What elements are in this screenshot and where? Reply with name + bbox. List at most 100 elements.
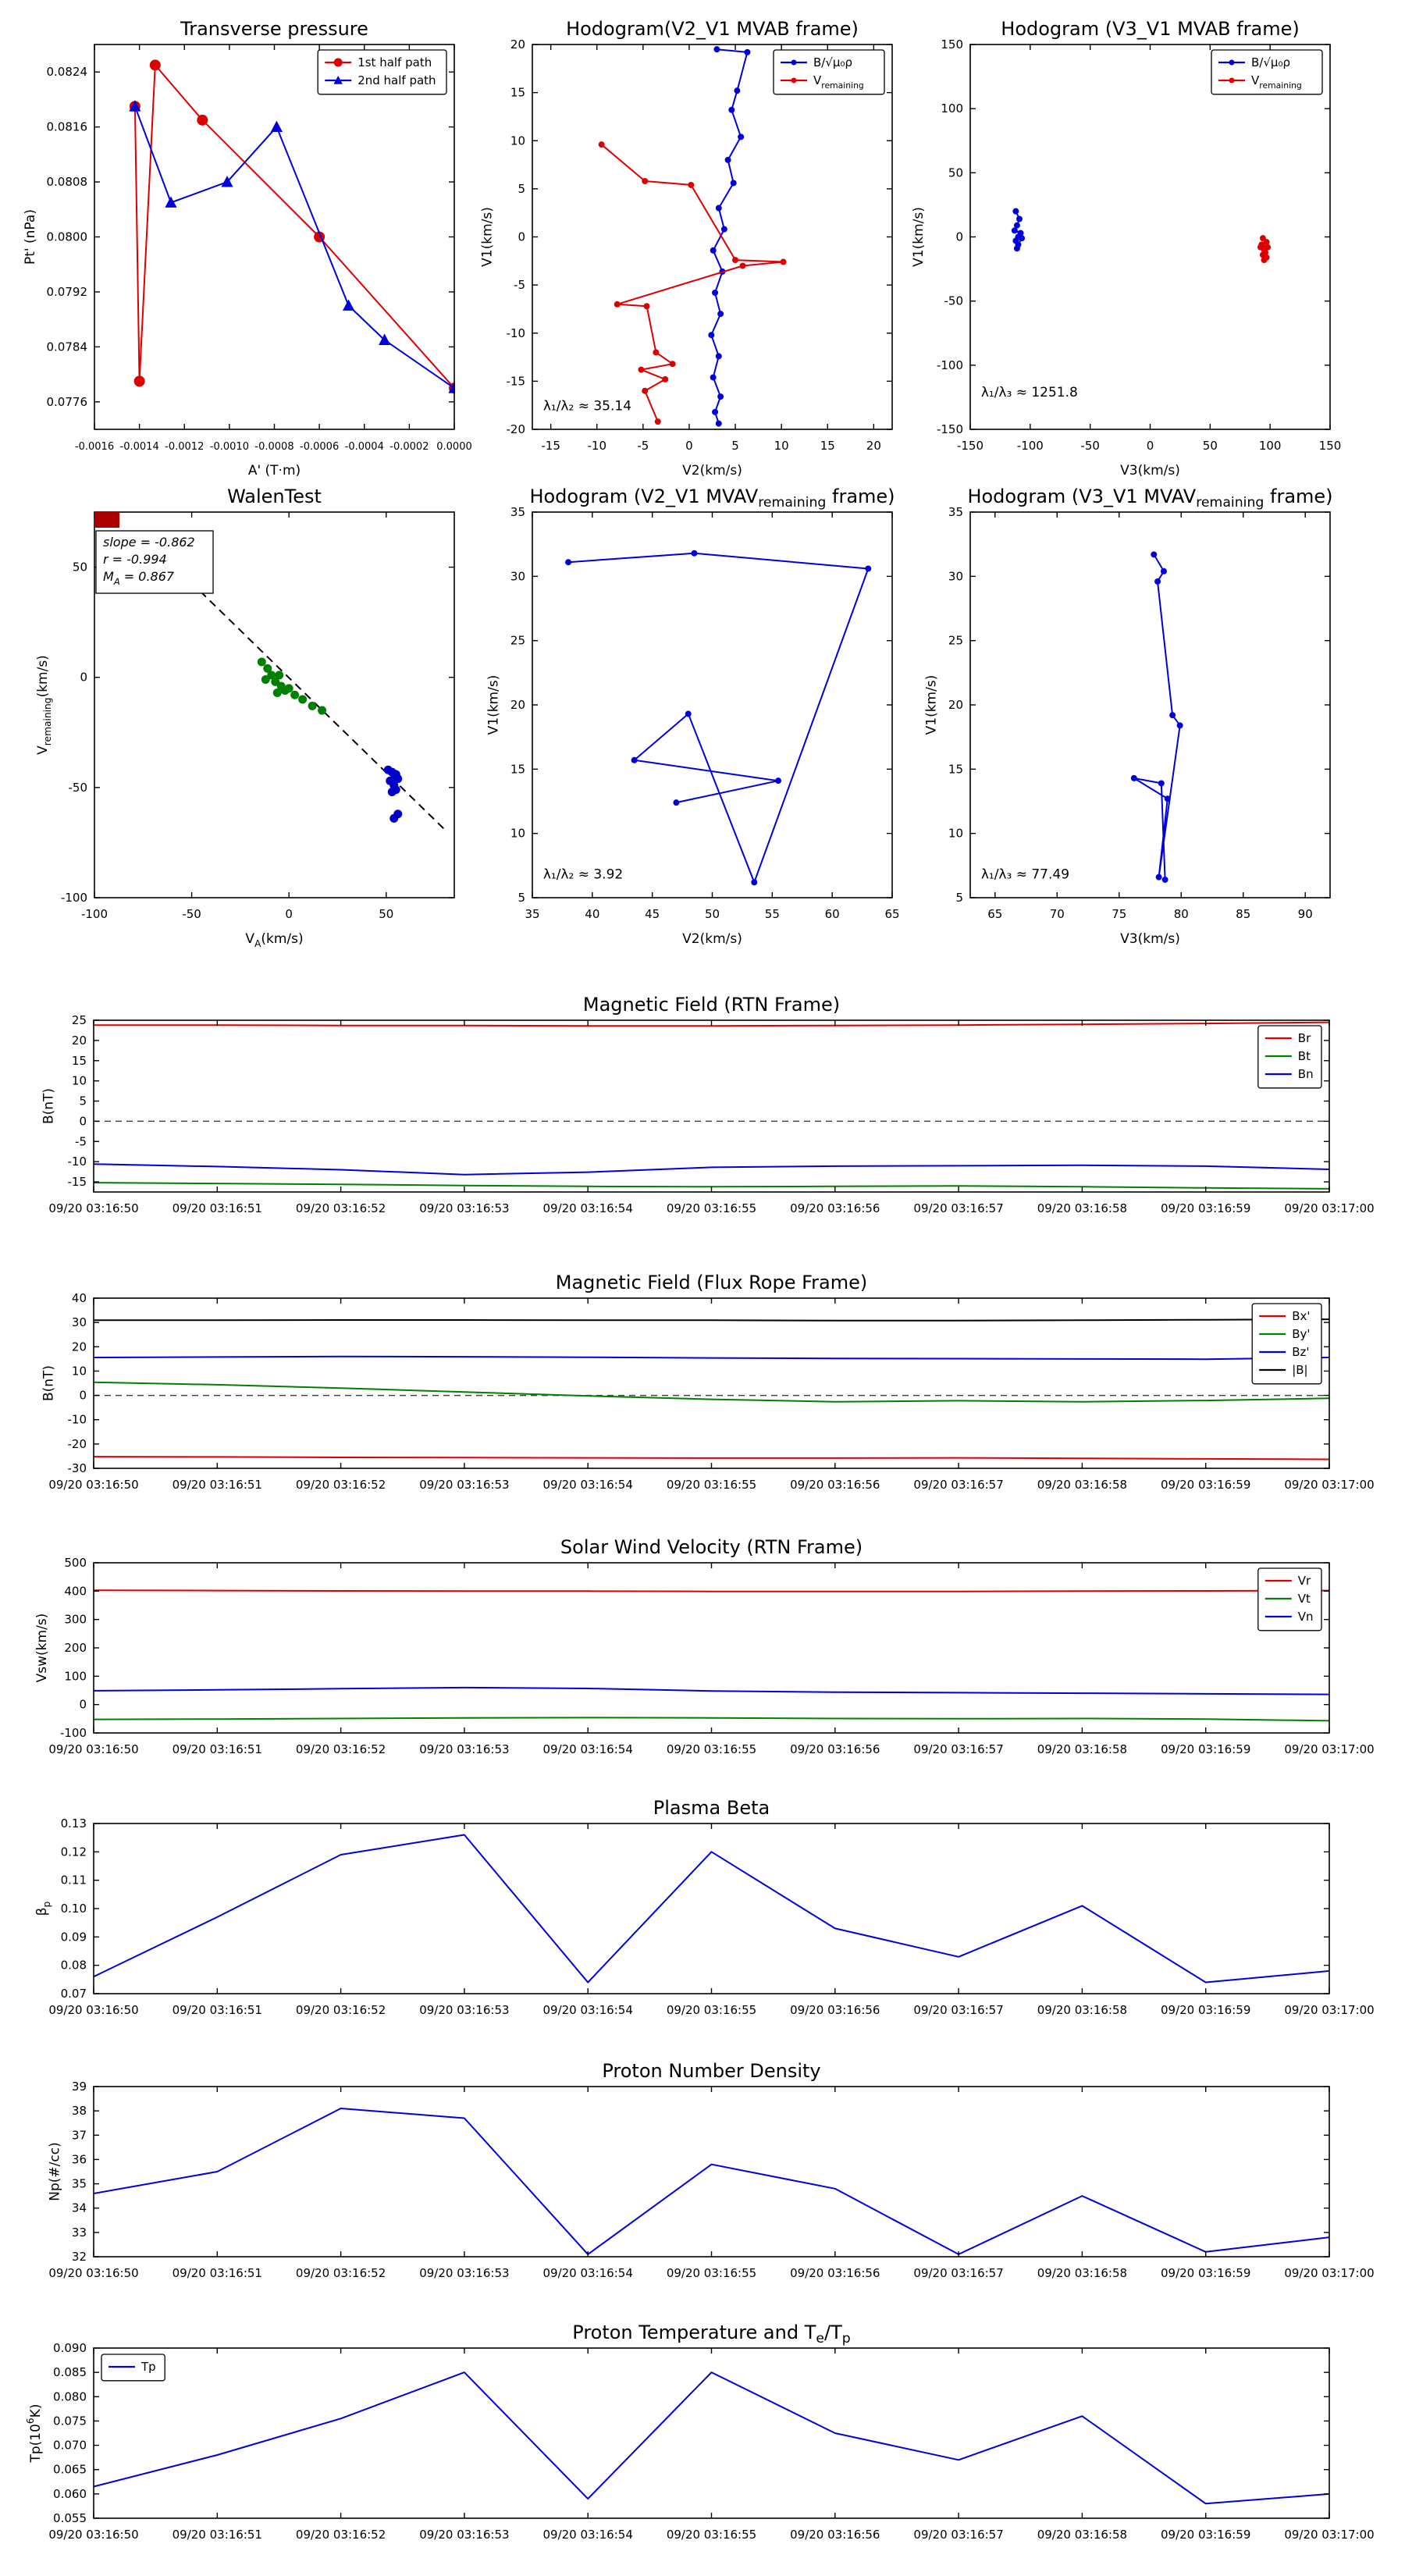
y-tick-label: 50 bbox=[948, 165, 963, 180]
stats-line: slope = -0.862 bbox=[103, 535, 195, 550]
y-tick-label: 100 bbox=[64, 1669, 87, 1683]
x-tick-label: 09/20 03:16:56 bbox=[790, 2266, 880, 2280]
chart-title: WalenTest bbox=[227, 486, 322, 507]
ticks: 09/20 03:16:50 09/20 03:16:51 09/20 03:16:… bbox=[48, 1816, 1374, 2017]
legend-label: Bz' bbox=[1292, 1345, 1309, 1359]
series-layer bbox=[93, 1589, 1330, 1722]
x-tick-label: -0.0008 bbox=[254, 441, 293, 453]
series-layer bbox=[152, 544, 446, 831]
series-layer bbox=[93, 1318, 1330, 1461]
y-tick-label: 5 bbox=[955, 891, 963, 905]
chart-title: Hodogram (V3_V1 MVAVremaining frame) bbox=[967, 486, 1332, 511]
legend-label: Vremaining bbox=[1251, 73, 1302, 91]
x-tick-label: 09/20 03:16:57 bbox=[913, 1742, 1003, 1756]
x-tick-label: 09/20 03:16:50 bbox=[48, 2266, 138, 2280]
legend-label: Vr bbox=[1298, 1574, 1311, 1588]
series-vn bbox=[93, 1686, 1330, 1695]
y-axis-label: Np(#/cc) bbox=[48, 2142, 63, 2201]
legend: Br Bt Bn bbox=[1257, 1025, 1322, 1089]
y-tick-label: 25 bbox=[72, 1013, 87, 1027]
legend-label: B/√μ₀ρ bbox=[813, 55, 852, 69]
series-layer bbox=[1130, 551, 1183, 883]
chart-title: Magnetic Field (Flux Rope Frame) bbox=[556, 1272, 867, 1293]
ticks: 09/20 03:16:50 09/20 03:16:51 09/20 03:16:… bbox=[48, 2341, 1374, 2542]
ticks: 09/20 03:16:50 09/20 03:16:51 09/20 03:16:… bbox=[48, 1291, 1374, 1492]
x-tick-label: -0.0016 bbox=[75, 441, 114, 453]
y-tick-label: 0.065 bbox=[53, 2463, 87, 2477]
series-first-half-points bbox=[257, 657, 327, 715]
x-tick-label: 90 bbox=[1298, 907, 1313, 921]
y-tick-label: 15 bbox=[510, 762, 525, 776]
x-tick-label: 09/20 03:16:57 bbox=[913, 1201, 1003, 1215]
x-tick-label: 09/20 03:16:57 bbox=[913, 1478, 1003, 1492]
y-tick-label: 0.07 bbox=[61, 1987, 87, 2001]
y-axis-label: V1(km/s) bbox=[924, 675, 940, 735]
ticks: 35 40 45 50 55 60 65 5 10 15 20 25 30 35 bbox=[510, 505, 900, 921]
x-tick-label: 09/20 03:16:54 bbox=[543, 1478, 633, 1492]
x-tick-label: 09/20 03:16:54 bbox=[543, 1742, 633, 1756]
x-tick-label: 09/20 03:16:56 bbox=[790, 2528, 880, 2542]
x-tick-label: 09/20 03:17:00 bbox=[1284, 1478, 1374, 1492]
y-tick-label: 0 bbox=[79, 1114, 87, 1128]
legend-label: Vremaining bbox=[813, 73, 864, 91]
x-tick-label: 85 bbox=[1236, 907, 1250, 921]
y-tick-label: 36 bbox=[72, 2152, 87, 2166]
x-tick-label: 55 bbox=[765, 907, 780, 921]
x-tick-label: 09/20 03:16:56 bbox=[790, 1478, 880, 1492]
x-tick-label: 09/20 03:16:52 bbox=[296, 2003, 386, 2017]
series--b- bbox=[94, 1318, 1330, 1322]
legend: Tp bbox=[101, 2354, 165, 2382]
x-tick-label: 60 bbox=[825, 907, 840, 921]
legend-label: |B| bbox=[1292, 1363, 1307, 1377]
y-axis-label: V1(km/s) bbox=[911, 207, 927, 267]
x-tick-label: 09/20 03:16:50 bbox=[48, 1742, 138, 1756]
y-tick-label: -20 bbox=[507, 422, 526, 436]
y-tick-label: 0.085 bbox=[53, 2365, 87, 2379]
x-tick-label: -50 bbox=[182, 907, 201, 921]
x-axis-label: V3(km/s) bbox=[1120, 463, 1180, 479]
x-tick-label: 50 bbox=[1203, 439, 1218, 453]
y-tick-label: 0.08 bbox=[61, 1959, 87, 1973]
x-tick-label: 09/20 03:16:50 bbox=[48, 2528, 138, 2542]
annotation: λ₁/λ₂ ≈ 3.92 bbox=[543, 866, 623, 882]
x-tick-label: 09/20 03:16:54 bbox=[543, 2003, 633, 2017]
stats-box: slope = -0.862 r = -0.994 MA = 0.867 bbox=[95, 530, 214, 594]
x-tick-label: 09/20 03:16:51 bbox=[173, 2266, 262, 2280]
x-tick-label: -100 bbox=[1017, 439, 1044, 453]
series-vt bbox=[93, 1717, 1330, 1722]
x-tick-label: 09/20 03:16:52 bbox=[296, 1742, 386, 1756]
x-axis-label: V2(km/s) bbox=[682, 931, 742, 947]
x-tick-label: 09/20 03:16:59 bbox=[1161, 2266, 1250, 2280]
x-tick-label: 09/20 03:16:57 bbox=[913, 2528, 1003, 2542]
x-tick-label: -50 bbox=[1080, 439, 1100, 453]
x-tick-label: 09/20 03:16:53 bbox=[419, 1742, 509, 1756]
ticks: -150 -100 -50 0 50 100 150 -150 -100 -50 0 50 100 150 bbox=[937, 37, 1341, 453]
y-tick-label: 35 bbox=[948, 505, 963, 519]
y-tick-label: 0.060 bbox=[53, 2487, 87, 2501]
y-tick-label: 20 bbox=[510, 698, 525, 712]
ticks: 65 70 75 80 85 90 5 10 15 20 25 30 35 bbox=[948, 505, 1330, 921]
legend: B/√μ₀ρ Vremaining bbox=[1211, 49, 1323, 95]
x-axis-label: VA(km/s) bbox=[245, 931, 303, 949]
chart-transverse-pressure: -0.0016 -0.0014 -0.0012 -0.0010 -0.0008 -0.00… bbox=[23, 18, 472, 479]
x-tick-label: 100 bbox=[1259, 439, 1282, 453]
y-tick-label: 10 bbox=[510, 827, 525, 841]
y-tick-label: -30 bbox=[68, 1461, 87, 1475]
y-tick-label: 0.11 bbox=[61, 1873, 87, 1888]
plot-area bbox=[94, 1298, 1329, 1468]
y-tick-label: 25 bbox=[948, 634, 963, 648]
x-tick-label: 09/20 03:16:58 bbox=[1037, 2003, 1127, 2017]
x-tick-label: -150 bbox=[957, 439, 984, 453]
series-b- bbox=[1130, 551, 1183, 883]
y-tick-label: 33 bbox=[72, 2226, 87, 2240]
x-tick-label: 65 bbox=[884, 907, 899, 921]
y-axis-label: B(nT) bbox=[41, 1088, 56, 1124]
chart-proton-number-density: 09/20 03:16:50 09/20 03:16:51 09/20 03:16:… bbox=[48, 2060, 1375, 2280]
stats-line: r = -0.994 bbox=[103, 552, 167, 567]
y-tick-label: 200 bbox=[64, 1641, 87, 1655]
x-tick-label: 40 bbox=[585, 907, 599, 921]
x-tick-label: 09/20 03:16:56 bbox=[790, 1742, 880, 1756]
x-tick-label: 09/20 03:16:50 bbox=[48, 2003, 138, 2017]
y-tick-label: 35 bbox=[510, 505, 525, 519]
x-tick-label: 09/20 03:16:58 bbox=[1037, 2266, 1127, 2280]
